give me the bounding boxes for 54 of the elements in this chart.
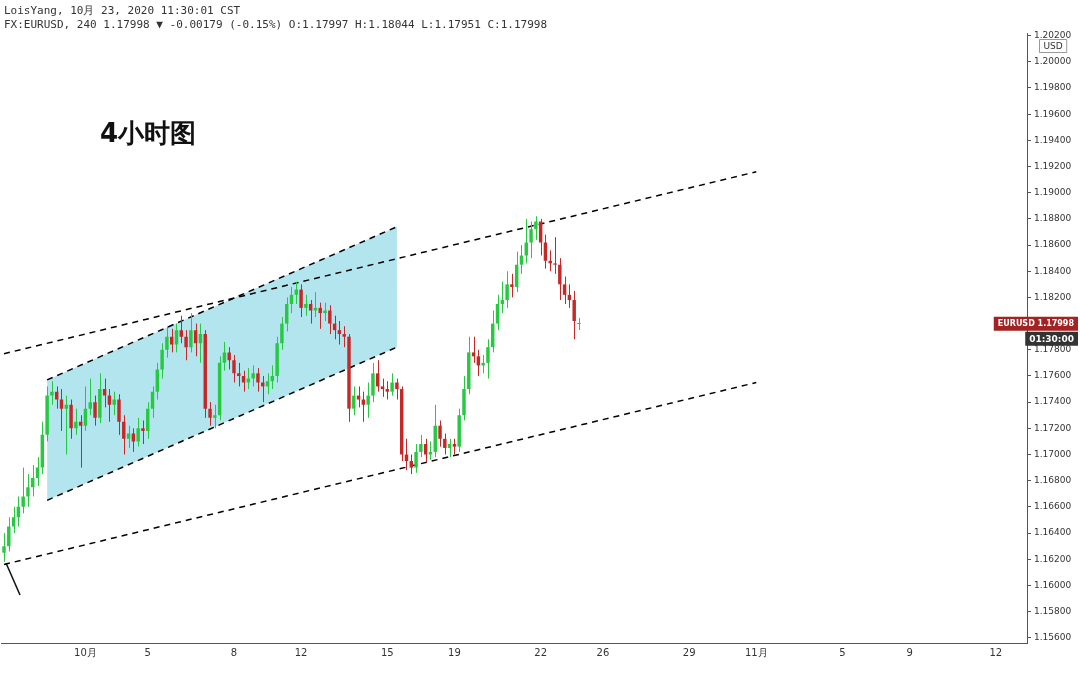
y-tick-label: 1.18200 [1034, 291, 1072, 302]
candlestick [141, 419, 145, 445]
chart-subtitle: LoisYang, 10月 23, 2020 11:30:01 CST [4, 3, 241, 18]
annotation: EURUSD 1.17998 [997, 319, 1075, 329]
candlestick [251, 364, 255, 387]
y-tick-label: 1.16800 [1034, 475, 1072, 486]
candlestick [2, 532, 6, 563]
y-tick-label: 1.16000 [1034, 579, 1072, 590]
y-tick-label: 1.16200 [1034, 553, 1072, 564]
x-tick-label: 5 [144, 646, 151, 658]
candlestick [577, 317, 581, 331]
text: 01:30:00 [1029, 333, 1074, 344]
candlestick [342, 325, 346, 348]
candlestick [213, 404, 217, 429]
x-tick-label: 12 [989, 646, 1003, 658]
y-tick-label: 1.17200 [1034, 422, 1072, 433]
y-tick-label: 1.20000 [1034, 56, 1072, 67]
y-tick-label: 1.18600 [1034, 239, 1072, 250]
y-tick-label: 1.19400 [1034, 134, 1072, 145]
x-tick-label: 9 [906, 646, 913, 658]
y-tick-label: 1.19600 [1034, 108, 1072, 119]
candlestick [21, 467, 25, 514]
x-tick-label: 15 [380, 646, 394, 658]
y-tick-label: 1.17800 [1034, 344, 1072, 355]
y-tick-label: 1.16600 [1034, 501, 1072, 512]
x-tick-label: 5 [839, 646, 846, 658]
y-tick-label: 1.19000 [1034, 187, 1072, 198]
candlestick [510, 273, 514, 298]
x-tick-label: 29 [682, 646, 696, 658]
y-tick-label: 1.17400 [1034, 396, 1072, 407]
candlestick [256, 367, 260, 393]
x-tick-label: 8 [230, 646, 238, 658]
text: 4小时图 [100, 117, 197, 150]
y-tick-label: 1.15800 [1034, 605, 1072, 616]
candlestick [371, 362, 375, 403]
candlestick [553, 236, 557, 275]
x-tick-label: 12 [294, 646, 308, 658]
y-tick-label: 1.19200 [1034, 160, 1072, 171]
x-tick-label: 10月 [74, 646, 97, 658]
y-tick-label: 1.15600 [1034, 632, 1072, 643]
y-tick-label: 1.16400 [1034, 527, 1072, 538]
y-tick-label: 1.19800 [1034, 82, 1072, 93]
y-tick-label: 1.18400 [1034, 265, 1072, 276]
x-tick-label: 22 [534, 646, 548, 658]
y-tick-label: 1.18800 [1034, 213, 1072, 224]
x-tick-label: 11月 [744, 646, 768, 658]
x-tick-label: 26 [596, 646, 610, 658]
x-tick-label: 19 [448, 646, 461, 658]
y-tick-label: 1.17000 [1034, 448, 1072, 459]
text: USD [1043, 40, 1063, 51]
y-tick-label: 1.20200 [1034, 29, 1072, 40]
candlestick [237, 362, 241, 387]
text: FX:EURUSD, 240 1.17998 ▼ -0.00179 (-0.15%) O:1.17997 H:1.18044 L:1.17951 C:1.17998 [4, 18, 548, 31]
y-tick-label: 1.17600 [1034, 370, 1072, 381]
